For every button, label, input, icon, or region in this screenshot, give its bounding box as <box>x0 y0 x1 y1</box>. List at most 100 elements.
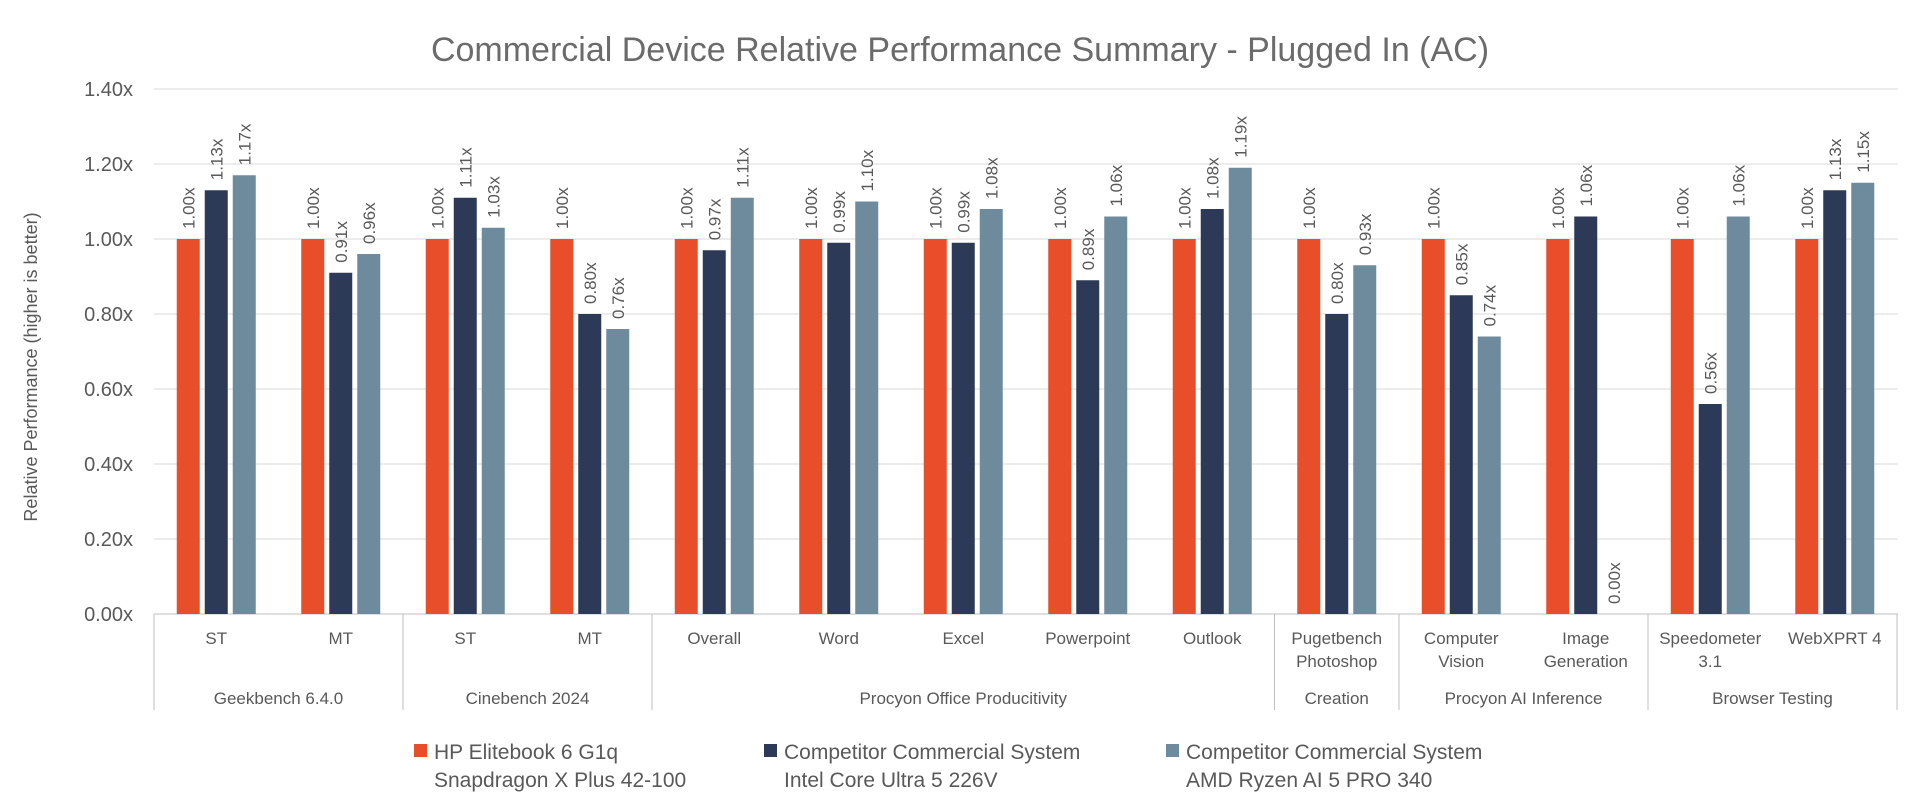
legend-sublabel: Snapdragon X Plus 42-100 <box>434 769 686 792</box>
legend-sublabel: AMD Ryzen AI 5 PRO 340 <box>1186 769 1432 792</box>
bar <box>923 239 947 614</box>
bar <box>550 239 574 614</box>
data-label: 1.00x <box>677 187 696 229</box>
bar <box>1353 265 1377 614</box>
category-label: Pugetbench <box>1291 629 1382 648</box>
data-label: 0.80x <box>1328 262 1347 304</box>
bar <box>1104 216 1128 614</box>
data-label: 1.00x <box>428 187 447 229</box>
legend-sublabel: Intel Core Ultra 5 226V <box>784 769 998 792</box>
legend-swatch <box>414 744 427 757</box>
category-label: MT <box>328 629 353 648</box>
bar <box>578 314 602 614</box>
category-label: Powerpoint <box>1045 629 1130 648</box>
category-label: Overall <box>687 629 741 648</box>
bar <box>1698 404 1722 614</box>
bar <box>1574 216 1598 614</box>
bar <box>204 190 228 614</box>
bar <box>453 197 477 614</box>
data-label: 1.06x <box>1577 164 1596 206</box>
bar <box>1795 239 1819 614</box>
bar <box>232 175 256 614</box>
bar <box>730 197 754 614</box>
y-tick-label: 0.80x <box>84 304 133 326</box>
bar <box>1076 280 1100 614</box>
data-label: 1.06x <box>1729 164 1748 206</box>
category-label: Outlook <box>1183 629 1242 648</box>
legend-swatch <box>764 744 777 757</box>
data-label: 1.19x <box>1231 116 1250 158</box>
bar <box>951 242 975 614</box>
data-label: 0.74x <box>1480 284 1499 326</box>
data-label: 1.00x <box>1798 187 1817 229</box>
data-label: 0.99x <box>830 191 849 233</box>
group-label: Browser Testing <box>1712 689 1833 708</box>
bar <box>1823 190 1847 614</box>
bar <box>827 242 851 614</box>
data-label: 1.13x <box>207 138 226 180</box>
data-label: 0.99x <box>954 191 973 233</box>
y-tick-label: 1.40x <box>84 79 133 101</box>
y-axis-label: Relative Performance (higher is better) <box>21 212 41 521</box>
bar <box>1172 239 1196 614</box>
data-label: 1.08x <box>1203 157 1222 199</box>
data-label: 0.97x <box>705 198 724 240</box>
bar <box>855 201 879 614</box>
data-label: 0.00x <box>1605 562 1624 604</box>
legend: HP Elitebook 6 G1q Snapdragon X Plus 42-1… <box>414 741 1482 792</box>
data-label: 1.10x <box>858 149 877 191</box>
category-label: Generation <box>1544 652 1628 671</box>
bar <box>329 272 353 614</box>
data-label: 0.80x <box>581 262 600 304</box>
category-label: Computer <box>1424 629 1499 648</box>
bar <box>799 239 823 614</box>
data-label: 1.08x <box>982 157 1001 199</box>
category-label: Image <box>1562 629 1609 648</box>
bar <box>1477 336 1501 614</box>
bar <box>1421 239 1445 614</box>
bar <box>481 227 505 614</box>
y-axis-ticks: 0.00x 0.20x 0.40x 0.60x 0.80x 1.00x 1.20x 1.40x <box>84 79 133 626</box>
category-label: ST <box>205 629 227 648</box>
data-label: 0.56x <box>1701 352 1720 394</box>
bar <box>674 239 698 614</box>
bar <box>1851 182 1875 614</box>
data-label: 1.15x <box>1854 131 1873 173</box>
category-label: Photoshop <box>1296 652 1377 671</box>
y-tick-label: 0.60x <box>84 379 133 401</box>
group-label: Procyon Office Producitivity <box>859 689 1067 708</box>
category-label: Vision <box>1438 652 1484 671</box>
data-label: 0.85x <box>1452 243 1471 285</box>
data-label: 1.00x <box>1673 187 1692 229</box>
bar <box>1048 239 1072 614</box>
data-label: 0.89x <box>1079 228 1098 270</box>
data-label: 1.00x <box>1175 187 1194 229</box>
data-label: 0.96x <box>360 202 379 244</box>
bar <box>979 209 1003 614</box>
data-label: 1.00x <box>1300 187 1319 229</box>
bar <box>425 239 449 614</box>
data-label: 1.03x <box>484 176 503 218</box>
category-label: ST <box>454 629 476 648</box>
bar <box>176 239 200 614</box>
category-label: MT <box>577 629 602 648</box>
bars <box>176 167 1875 614</box>
bar <box>1449 295 1473 614</box>
data-label: 1.00x <box>802 187 821 229</box>
y-tick-label: 1.20x <box>84 154 133 176</box>
data-label: 1.00x <box>1424 187 1443 229</box>
bar <box>1726 216 1750 614</box>
y-tick-label: 0.40x <box>84 454 133 476</box>
y-tick-label: 0.00x <box>84 604 133 626</box>
data-label: 1.13x <box>1826 138 1845 180</box>
data-label: 0.91x <box>332 221 351 263</box>
legend-label: HP Elitebook 6 G1q <box>434 741 618 764</box>
bar <box>1670 239 1694 614</box>
bar <box>1325 314 1349 614</box>
group-label: Cinebench 2024 <box>466 689 590 708</box>
bar <box>357 254 381 614</box>
legend-label: Competitor Commercial System <box>1186 741 1482 764</box>
x-axis: ST MT ST MT Overall Word Excel Powerpoint Outloo… <box>153 614 1898 710</box>
data-label: 1.17x <box>235 123 254 165</box>
